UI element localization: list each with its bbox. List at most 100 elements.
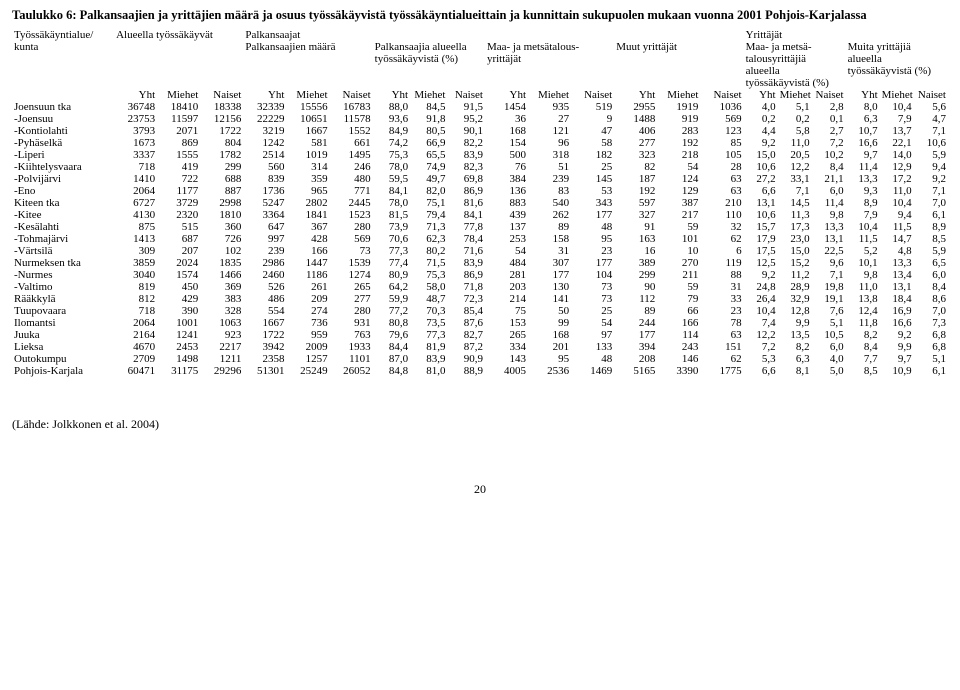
data-cell: 12,4 [846, 305, 880, 317]
data-cell: 360 [200, 221, 243, 233]
region-cell: -Liperi [12, 149, 114, 161]
data-cell: 77,3 [373, 245, 410, 257]
data-cell: 14,5 [778, 197, 812, 209]
data-cell: 13,1 [812, 233, 846, 245]
data-cell: 253 [485, 233, 528, 245]
data-cell: 59 [657, 281, 700, 293]
data-cell: 31175 [157, 365, 200, 377]
data-cell: 1495 [330, 149, 373, 161]
data-cell: 6,3 [846, 113, 880, 125]
data-cell: 11578 [330, 113, 373, 125]
data-cell: 9,7 [846, 149, 880, 161]
source-note: (Lähde: Jolkkonen et al. 2004) [12, 417, 948, 432]
data-cell: 91,5 [448, 101, 485, 113]
data-cell: 84,1 [373, 185, 410, 197]
data-cell: 73,9 [373, 221, 410, 233]
data-cell: 2514 [243, 149, 286, 161]
data-cell: 4,7 [914, 113, 948, 125]
data-cell: 869 [157, 137, 200, 149]
data-cell: 32 [700, 221, 743, 233]
data-cell: 58,0 [410, 281, 447, 293]
data-cell: 12156 [200, 113, 243, 125]
data-cell: 177 [528, 269, 571, 281]
data-cell: 883 [485, 197, 528, 209]
data-table: Työssäkäyntialue/ Alueella työssäkäyvät … [12, 29, 948, 377]
data-cell: 78 [700, 317, 743, 329]
data-cell: 1454 [485, 101, 528, 113]
table-row: -Kontiolahti37932071172232191667155284,9… [12, 125, 948, 137]
data-cell: 24,8 [744, 281, 778, 293]
data-cell: 244 [614, 317, 657, 329]
data-cell: 25 [571, 305, 614, 317]
data-cell: 59,9 [373, 293, 410, 305]
data-cell: 8,2 [846, 329, 880, 341]
data-cell: 36748 [114, 101, 157, 113]
data-cell: 72,3 [448, 293, 485, 305]
data-cell: 15556 [286, 101, 329, 113]
data-cell: 23 [700, 305, 743, 317]
data-cell: 5,6 [914, 101, 948, 113]
data-cell: 80,2 [410, 245, 447, 257]
data-cell: 12,9 [880, 161, 914, 173]
data-cell: 771 [330, 185, 373, 197]
data-cell: 12,2 [778, 161, 812, 173]
data-cell: 6,5 [914, 257, 948, 269]
data-cell: 819 [114, 281, 157, 293]
data-cell: 3364 [243, 209, 286, 221]
data-cell: 2024 [157, 257, 200, 269]
data-cell: 5165 [614, 365, 657, 377]
data-cell: 78,0 [373, 197, 410, 209]
data-cell: 33,1 [778, 173, 812, 185]
data-cell: 931 [330, 317, 373, 329]
data-cell: 8,1 [778, 365, 812, 377]
table-row: -Pyhäselkä1673869804124258166174,266,982… [12, 137, 948, 149]
data-cell: 75,1 [410, 197, 447, 209]
data-cell: 112 [614, 293, 657, 305]
data-cell: 2064 [114, 317, 157, 329]
data-cell: 1919 [657, 101, 700, 113]
data-cell: 239 [243, 245, 286, 257]
data-cell: 18338 [200, 101, 243, 113]
data-cell: 307 [528, 257, 571, 269]
data-cell: 31 [700, 281, 743, 293]
data-cell: 688 [200, 173, 243, 185]
region-cell: Ilomantsi [12, 317, 114, 329]
data-cell: 359 [286, 173, 329, 185]
data-cell: 687 [157, 233, 200, 245]
region-cell: -Kesälahti [12, 221, 114, 233]
data-cell: 11,0 [846, 281, 880, 293]
data-cell: 123 [700, 125, 743, 137]
data-cell: 367 [286, 221, 329, 233]
data-cell: 77,3 [410, 329, 447, 341]
sub-miehet: Miehet [157, 89, 200, 101]
data-cell: 390 [157, 305, 200, 317]
data-cell: 90 [614, 281, 657, 293]
data-cell: 314 [286, 161, 329, 173]
data-cell: 9,9 [880, 341, 914, 353]
data-cell: 33 [700, 293, 743, 305]
data-cell: 86,9 [448, 269, 485, 281]
data-cell: 99 [528, 317, 571, 329]
data-cell: 83 [528, 185, 571, 197]
data-cell: 6727 [114, 197, 157, 209]
table-row: Joensuun tka3674818410183383233915556167… [12, 101, 948, 113]
data-cell: 1101 [330, 353, 373, 365]
data-cell: 8,5 [846, 365, 880, 377]
data-cell: 80,8 [373, 317, 410, 329]
data-cell: 4,0 [812, 353, 846, 365]
data-cell: 71,6 [448, 245, 485, 257]
data-cell: 839 [243, 173, 286, 185]
region-cell: Joensuun tka [12, 101, 114, 113]
data-cell: 484 [485, 257, 528, 269]
data-cell: 334 [485, 341, 528, 353]
data-cell: 69,8 [448, 173, 485, 185]
data-cell: 218 [657, 149, 700, 161]
data-cell: 0,1 [812, 113, 846, 125]
data-cell: 145 [571, 173, 614, 185]
data-cell: 1722 [200, 125, 243, 137]
data-cell: 6,1 [914, 209, 948, 221]
data-cell: 82,0 [410, 185, 447, 197]
data-cell: 77,4 [373, 257, 410, 269]
data-cell: 80,9 [373, 269, 410, 281]
region-cell: -Nurmes [12, 269, 114, 281]
